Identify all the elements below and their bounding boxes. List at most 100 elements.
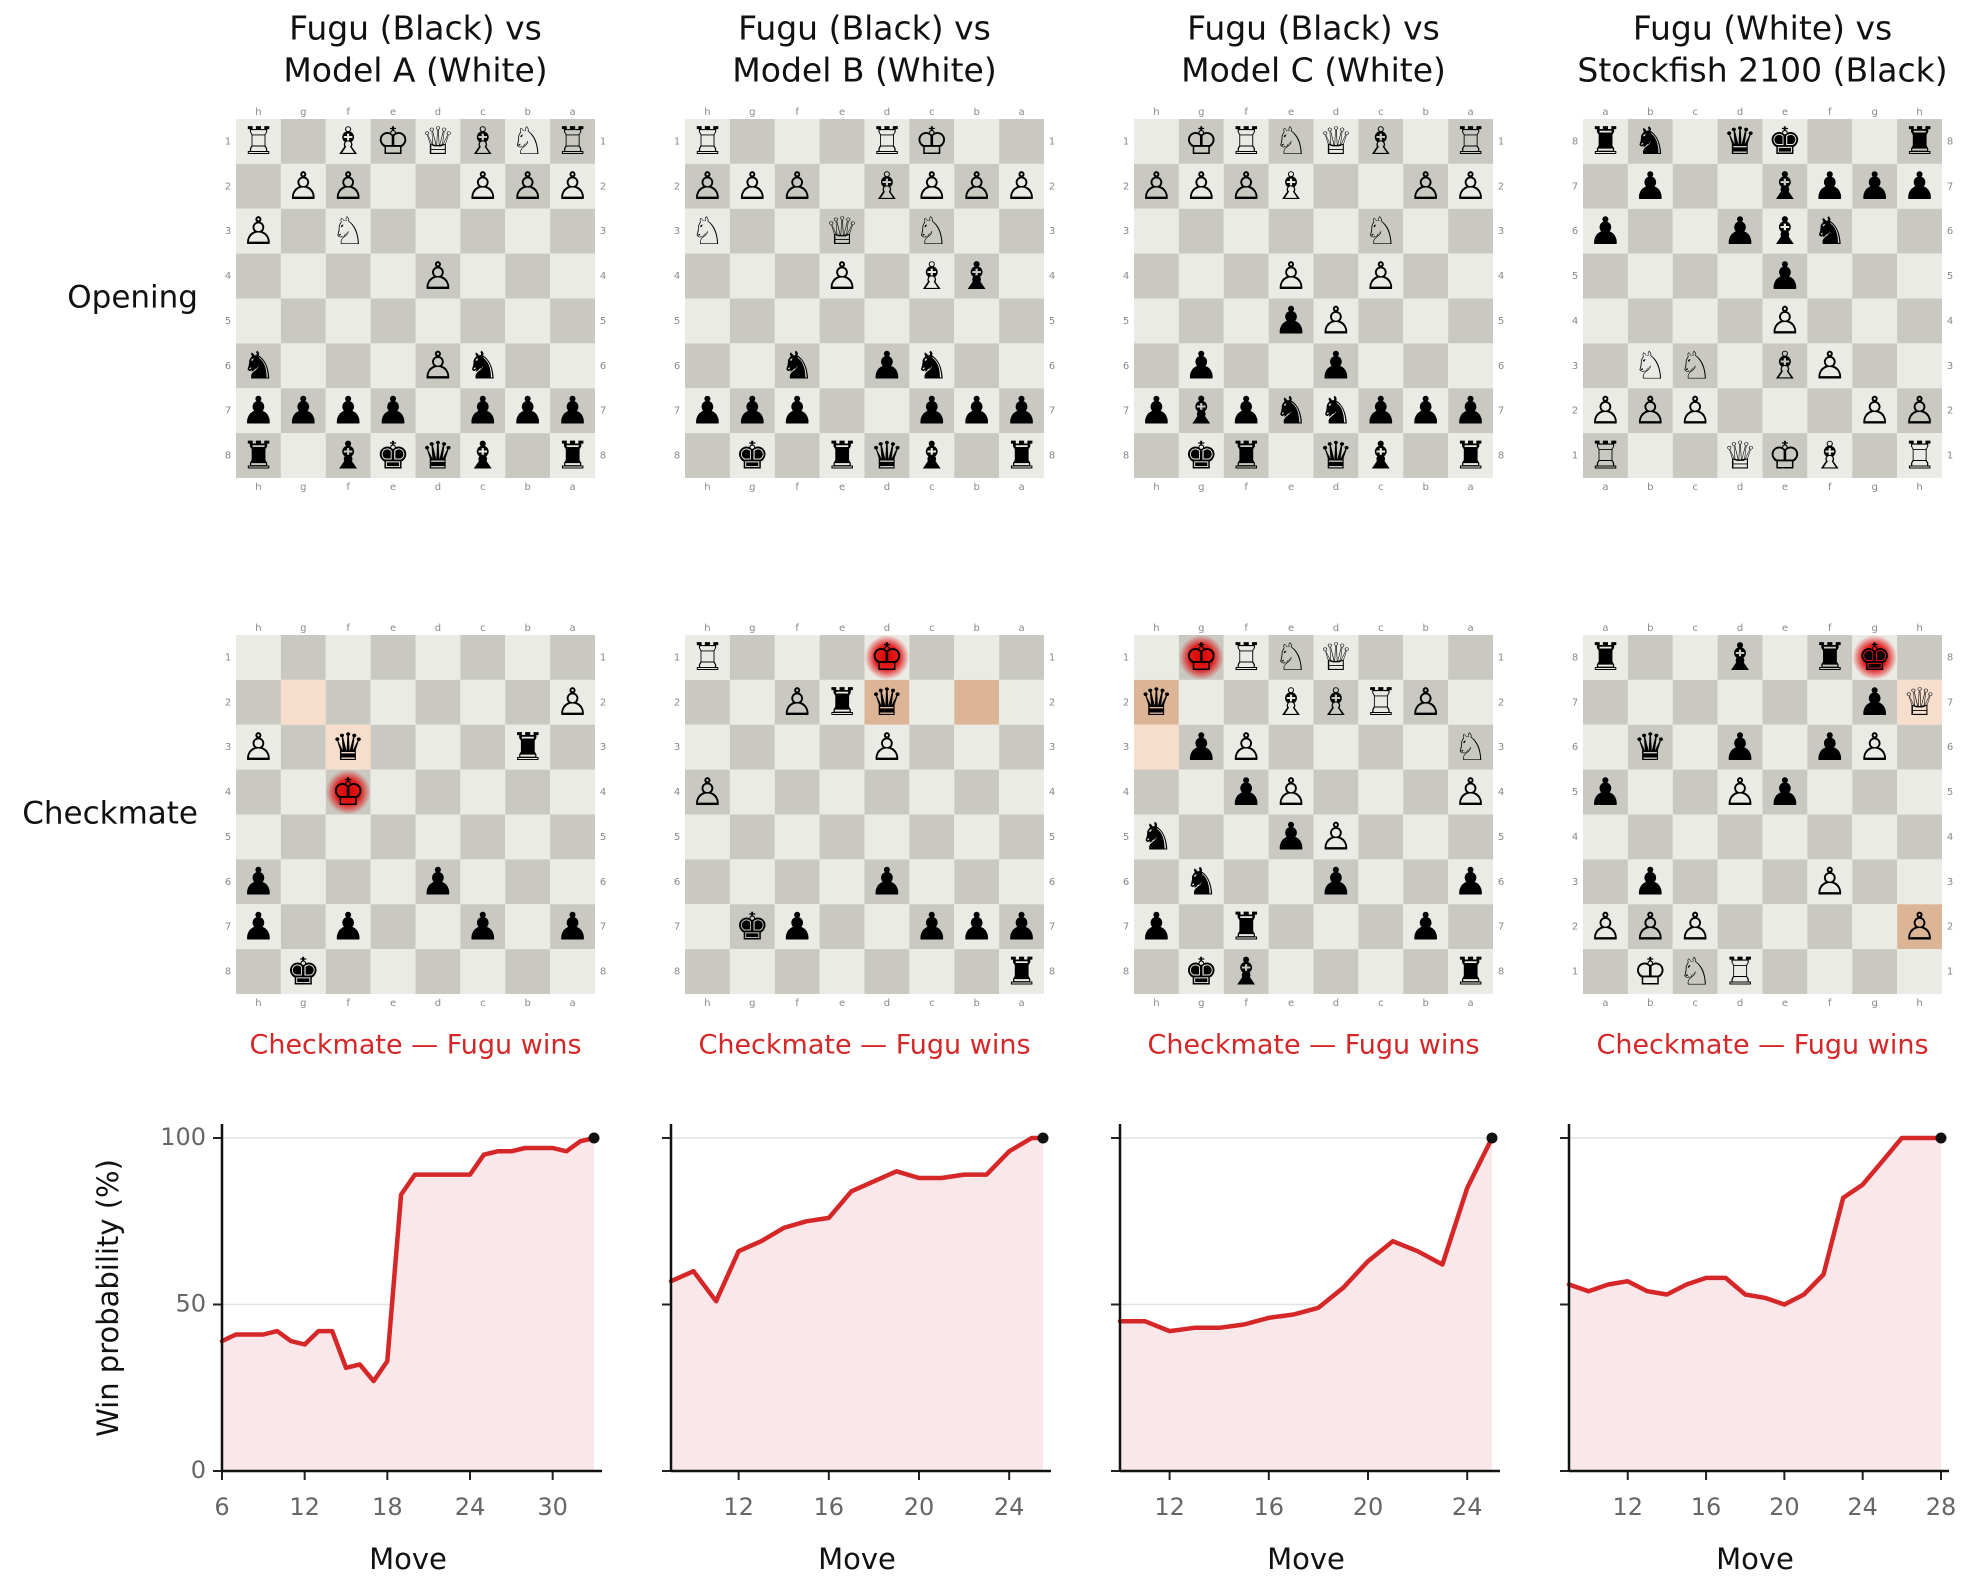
square	[460, 679, 506, 725]
rank-label: 4	[225, 271, 231, 282]
square	[999, 208, 1044, 254]
square	[236, 343, 281, 389]
square	[685, 388, 730, 434]
square	[1358, 635, 1404, 680]
piece: ♟	[1005, 904, 1039, 948]
square	[370, 679, 416, 725]
square	[1672, 679, 1718, 725]
check-glow	[864, 635, 910, 680]
rank-label: 8	[1572, 136, 1578, 147]
rank-label: 3	[225, 742, 231, 753]
square	[729, 388, 775, 434]
square	[1583, 388, 1628, 434]
square	[1268, 814, 1314, 860]
square	[280, 635, 326, 680]
square	[460, 724, 506, 770]
square	[505, 119, 551, 164]
piece: ♞	[1184, 860, 1218, 904]
square	[819, 433, 865, 478]
x-tick-label: 24	[994, 1493, 1025, 1521]
file-label: f	[1828, 998, 1832, 1009]
piece: ♞	[915, 344, 949, 388]
piece: ♖	[1588, 433, 1622, 477]
piece: ♙	[1409, 164, 1443, 208]
file-label: d	[884, 482, 890, 493]
file-label: g	[1872, 998, 1878, 1009]
square	[1717, 433, 1763, 478]
column-title: Stockfish 2100 (Black)	[1577, 51, 1947, 90]
file-label: f	[1244, 998, 1248, 1009]
square	[325, 298, 371, 344]
result-text: Checkmate — Fugu wins	[698, 1030, 1030, 1061]
square	[1178, 253, 1224, 299]
area	[1569, 1138, 1941, 1471]
square	[1583, 814, 1628, 860]
rank-label: 6	[1049, 877, 1055, 888]
piece: ♔	[1184, 635, 1218, 679]
file-label: f	[1828, 107, 1832, 118]
square	[1807, 253, 1853, 299]
piece: ♞	[241, 344, 275, 388]
line	[1566, 1135, 1944, 1307]
piece: ♟	[556, 388, 590, 432]
result-text: Checkmate — Fugu wins	[1147, 1030, 1479, 1061]
square	[460, 949, 506, 994]
square	[1897, 119, 1942, 164]
square	[685, 298, 730, 344]
file-label: d	[1737, 482, 1743, 493]
square	[864, 814, 910, 860]
square	[415, 208, 461, 254]
rank-label: 3	[674, 226, 680, 237]
square	[729, 814, 775, 860]
square	[1403, 859, 1449, 905]
square	[1807, 388, 1853, 434]
file-label: f	[346, 998, 350, 1009]
line	[219, 1135, 597, 1384]
square	[1268, 388, 1314, 434]
square	[1268, 253, 1314, 299]
square	[1223, 904, 1269, 950]
file-label: d	[435, 107, 441, 118]
square	[1762, 343, 1808, 389]
piece: ♟	[1768, 254, 1802, 298]
piece: ♘	[690, 209, 724, 253]
piece: ♙	[1005, 164, 1039, 208]
rank-label: 4	[1049, 271, 1055, 282]
piece: ♛	[870, 433, 904, 477]
column-title: Fugu (Black) vs	[1187, 9, 1440, 48]
piece: ♞	[466, 344, 500, 388]
square	[460, 635, 506, 680]
piece: ♝	[1364, 433, 1398, 477]
square	[1897, 208, 1942, 254]
square	[415, 119, 461, 164]
file-label: c	[1692, 482, 1698, 493]
square	[1897, 769, 1942, 815]
rank-label: 8	[674, 967, 680, 978]
square	[1178, 679, 1224, 725]
square	[1223, 635, 1269, 680]
line	[668, 1135, 1046, 1304]
piece: ♙	[331, 164, 365, 208]
piece: ♞	[1274, 388, 1308, 432]
piece: ♔	[376, 119, 410, 163]
file-label: a	[569, 998, 575, 1009]
x-tick-label: 24	[455, 1493, 486, 1521]
square	[280, 119, 326, 164]
piece: ♖	[1723, 949, 1757, 993]
piece: ♜	[241, 433, 275, 477]
rank-label: 6	[600, 877, 606, 888]
piece: ♜	[1454, 949, 1488, 993]
rank-label: 8	[1498, 967, 1504, 978]
square	[1223, 388, 1269, 434]
rank-label: 2	[1572, 922, 1578, 933]
file-label: h	[255, 623, 261, 634]
piece: ♕	[1903, 680, 1937, 724]
square	[415, 724, 461, 770]
y-tick-label: 50	[175, 1290, 206, 1318]
file-label: h	[255, 482, 261, 493]
square	[1178, 724, 1224, 770]
square	[1358, 949, 1404, 994]
square	[864, 904, 910, 950]
file-label: h	[704, 482, 710, 493]
piece: ♟	[1184, 344, 1218, 388]
